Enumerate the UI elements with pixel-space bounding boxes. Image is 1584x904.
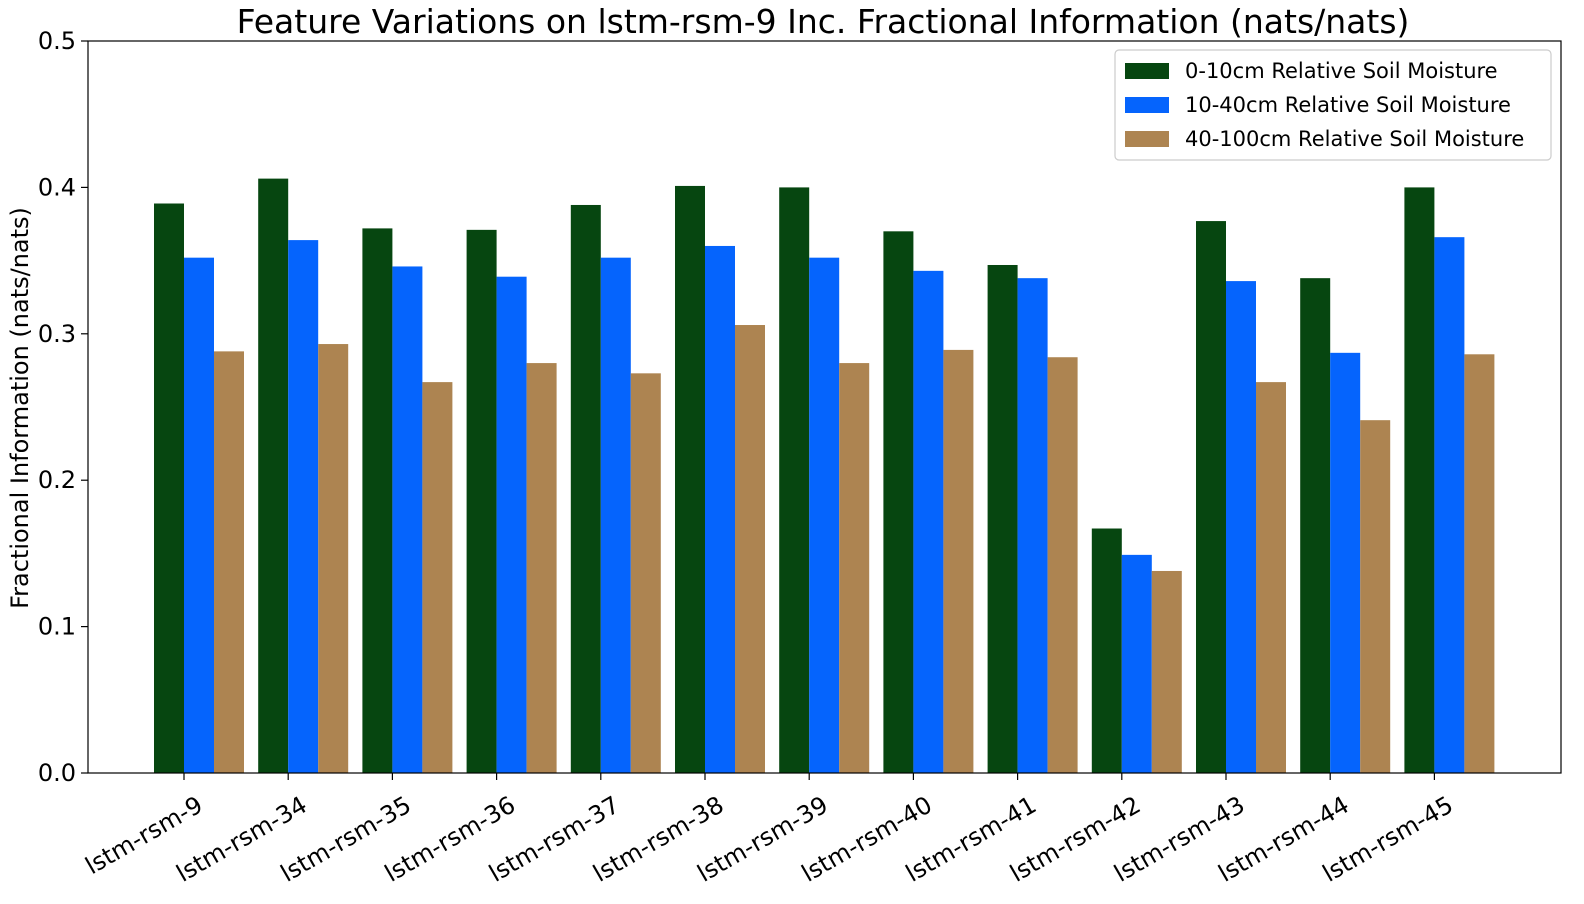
y-tick-label: 0.4 bbox=[38, 173, 76, 201]
bar-2-1 bbox=[318, 344, 349, 773]
bar-2-8 bbox=[1047, 357, 1078, 773]
bar-1-2 bbox=[392, 266, 423, 773]
legend-label-2: 40-100cm Relative Soil Moisture bbox=[1185, 127, 1524, 151]
bar-1-4 bbox=[600, 257, 631, 773]
bars-group bbox=[154, 178, 1495, 774]
bar-2-5 bbox=[735, 325, 765, 773]
y-axis-label: Fractional Information (nats/nats) bbox=[6, 207, 34, 609]
bar-1-3 bbox=[496, 276, 527, 773]
bar-1-9 bbox=[1121, 554, 1152, 773]
bar-0-2 bbox=[362, 228, 393, 774]
bar-2-3 bbox=[526, 363, 557, 773]
bar-0-8 bbox=[987, 264, 1018, 773]
bar-0-10 bbox=[1196, 221, 1226, 773]
bar-0-5 bbox=[675, 185, 705, 773]
x-axis-ticks: lstm-rsm-9lstm-rsm-34lstm-rsm-35lstm-rsm… bbox=[81, 773, 1458, 888]
bar-1-6 bbox=[809, 257, 840, 773]
y-axis-ticks: 0.0 0.1 0.2 0.3 0.4 0.5 bbox=[38, 27, 88, 787]
legend-label-0: 0-10cm Relative Soil Moisture bbox=[1185, 59, 1498, 83]
y-tick-label: 0.3 bbox=[38, 320, 76, 348]
legend-frame bbox=[1114, 49, 1552, 161]
bar-1-12 bbox=[1434, 237, 1465, 773]
bar-2-4 bbox=[630, 373, 661, 773]
bar-2-6 bbox=[839, 363, 870, 773]
bar-2-7 bbox=[943, 349, 974, 773]
bar-0-9 bbox=[1091, 528, 1122, 773]
bar-0-12 bbox=[1404, 187, 1435, 773]
chart-title: Feature Variations on lstm-rsm-9 Inc. Fr… bbox=[237, 2, 1410, 41]
bar-1-1 bbox=[288, 240, 319, 773]
bar-0-11 bbox=[1300, 278, 1331, 773]
bar-0-0 bbox=[154, 203, 184, 773]
y-tick-label: 0.1 bbox=[38, 613, 76, 641]
legend-swatch-1 bbox=[1125, 97, 1169, 113]
bar-0-4 bbox=[570, 204, 601, 773]
bar-0-1 bbox=[258, 178, 289, 774]
legend: 0-10cm Relative Soil Moisture 10-40cm Rel… bbox=[1114, 49, 1552, 161]
legend-swatch-2 bbox=[1125, 131, 1169, 147]
bar-1-7 bbox=[913, 270, 944, 773]
y-tick-label: 0.0 bbox=[38, 759, 76, 787]
bar-2-11 bbox=[1360, 420, 1391, 773]
bar-2-9 bbox=[1151, 570, 1182, 773]
bar-1-5 bbox=[705, 245, 735, 773]
y-tick-label: 0.5 bbox=[38, 27, 76, 55]
legend-swatch-0 bbox=[1125, 63, 1169, 79]
legend-label-1: 10-40cm Relative Soil Moisture bbox=[1185, 93, 1511, 117]
bar-1-8 bbox=[1017, 278, 1048, 773]
bar-2-10 bbox=[1256, 382, 1286, 773]
bar-1-11 bbox=[1330, 352, 1361, 773]
bar-1-0 bbox=[184, 257, 214, 773]
bar-1-10 bbox=[1226, 281, 1256, 773]
plot-frame bbox=[87, 40, 1562, 774]
bar-2-2 bbox=[422, 382, 453, 773]
y-tick-label: 0.2 bbox=[38, 466, 76, 494]
bar-0-3 bbox=[466, 229, 497, 773]
bar-0-7 bbox=[883, 231, 914, 773]
bar-0-6 bbox=[779, 187, 810, 773]
bar-2-0 bbox=[214, 351, 244, 773]
bar-2-12 bbox=[1464, 354, 1495, 773]
